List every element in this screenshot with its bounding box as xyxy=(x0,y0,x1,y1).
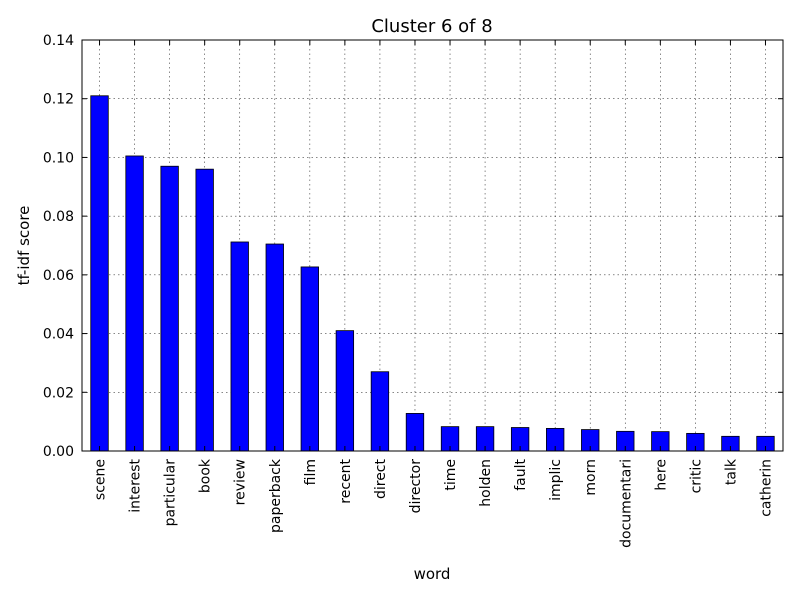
grid-lines xyxy=(82,40,783,451)
x-tick-label: book xyxy=(198,458,214,493)
x-tick-label: fault xyxy=(513,458,529,490)
y-tick-label: 0.00 xyxy=(43,444,74,460)
x-tick-label: director xyxy=(408,459,424,514)
x-tick-label: morn xyxy=(583,459,599,496)
x-tick-label: documentari xyxy=(618,459,634,548)
bar-director xyxy=(406,413,424,451)
y-tick-label: 0.14 xyxy=(43,33,74,49)
x-axis: scene interest particular book review paperba… xyxy=(93,40,775,548)
x-tick-label: time xyxy=(443,459,459,491)
bar-film xyxy=(301,267,319,451)
x-tick-label: particular xyxy=(163,459,179,527)
x-tick-label: review xyxy=(233,459,249,505)
y-tick-label: 0.10 xyxy=(43,150,74,166)
x-tick-label: direct xyxy=(373,458,389,499)
y-tick-label: 0.02 xyxy=(43,385,74,401)
bar-paperback xyxy=(266,244,284,451)
x-axis-label: word xyxy=(414,565,451,583)
chart-title: Cluster 6 of 8 xyxy=(371,16,492,37)
bar-book xyxy=(196,169,214,451)
bar-review xyxy=(231,242,249,451)
bar-direct xyxy=(371,372,389,451)
x-tick-label: holden xyxy=(478,459,494,507)
x-tick-label: critic xyxy=(688,459,704,493)
plot-frame xyxy=(82,40,783,451)
y-tick-label: 0.12 xyxy=(43,92,74,108)
x-tick-label: interest xyxy=(128,458,144,512)
bar-particular xyxy=(161,166,179,451)
x-tick-label: film xyxy=(303,459,319,485)
x-tick-label: here xyxy=(653,459,669,491)
x-tick-label: talk xyxy=(723,458,739,485)
y-tick-label: 0.08 xyxy=(43,209,74,225)
x-tick-label: catherin xyxy=(758,459,774,517)
x-tick-label: recent xyxy=(338,458,354,503)
y-tick-label: 0.06 xyxy=(43,268,74,284)
y-axis: 0.00 0.02 0.04 0.06 0.08 0.10 0.12 0.14 xyxy=(43,33,783,460)
bars xyxy=(91,96,774,451)
bar-interest xyxy=(126,156,144,451)
x-tick-label: implic xyxy=(548,459,564,501)
y-tick-label: 0.04 xyxy=(43,327,74,343)
y-axis-label: tf-idf score xyxy=(15,206,33,286)
bar-recent xyxy=(336,331,354,451)
x-tick-label: paperback xyxy=(268,458,284,533)
bar-scene xyxy=(91,96,109,451)
x-tick-label: scene xyxy=(93,459,109,500)
